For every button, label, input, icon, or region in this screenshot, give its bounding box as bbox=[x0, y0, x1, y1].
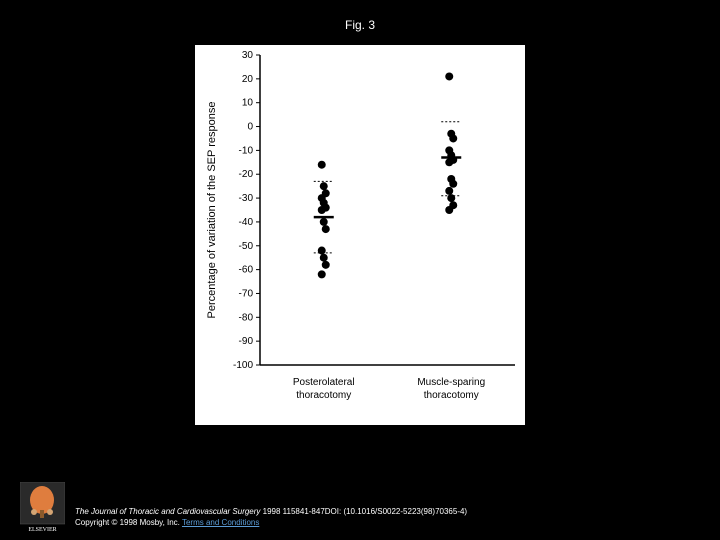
citation-text: 1998 115841-847DOI: (10.1016/S0022-5223(… bbox=[260, 507, 467, 516]
scatter-chart: 30 20 10 0 -10 -20 -30 -40 -50 -60 -70 -80 -90 -100 Pe… bbox=[195, 45, 525, 425]
svg-text:thoracotomy: thoracotomy bbox=[296, 390, 351, 401]
svg-text:30: 30 bbox=[242, 50, 254, 61]
svg-text:-90: -90 bbox=[239, 336, 254, 347]
elsevier-text: ELSEVIER bbox=[28, 527, 56, 532]
figure-title: Fig. 3 bbox=[0, 18, 720, 32]
svg-text:thoracotomy: thoracotomy bbox=[424, 390, 479, 401]
svg-text:Posterolateral: Posterolateral bbox=[293, 377, 355, 388]
svg-text:-20: -20 bbox=[239, 169, 254, 180]
chart-container: 30 20 10 0 -10 -20 -30 -40 -50 -60 -70 -80 -90 -100 Pe… bbox=[195, 45, 525, 425]
copyright-text: Copyright © 1998 Mosby, Inc. bbox=[75, 518, 182, 527]
svg-text:-50: -50 bbox=[239, 241, 254, 252]
svg-text:-10: -10 bbox=[239, 145, 254, 156]
journal-name: The Journal of Thoracic and Cardiovascul… bbox=[75, 507, 260, 516]
svg-text:10: 10 bbox=[242, 98, 254, 109]
svg-text:-40: -40 bbox=[239, 217, 254, 228]
svg-text:-30: -30 bbox=[239, 193, 254, 204]
svg-text:-80: -80 bbox=[239, 312, 254, 323]
svg-text:Muscle-sparing: Muscle-sparing bbox=[417, 377, 485, 388]
svg-text:0: 0 bbox=[247, 122, 253, 133]
svg-text:-70: -70 bbox=[239, 288, 254, 299]
svg-text:-60: -60 bbox=[239, 265, 254, 276]
svg-text:Percentage of variation of the: Percentage of variation of the SEP respo… bbox=[206, 102, 218, 319]
svg-text:-100: -100 bbox=[233, 360, 253, 371]
footer: The Journal of Thoracic and Cardiovascul… bbox=[75, 506, 700, 528]
svg-text:20: 20 bbox=[242, 74, 254, 85]
elsevier-logo: ELSEVIER bbox=[20, 482, 65, 532]
terms-link[interactable]: Terms and Conditions bbox=[182, 518, 259, 527]
